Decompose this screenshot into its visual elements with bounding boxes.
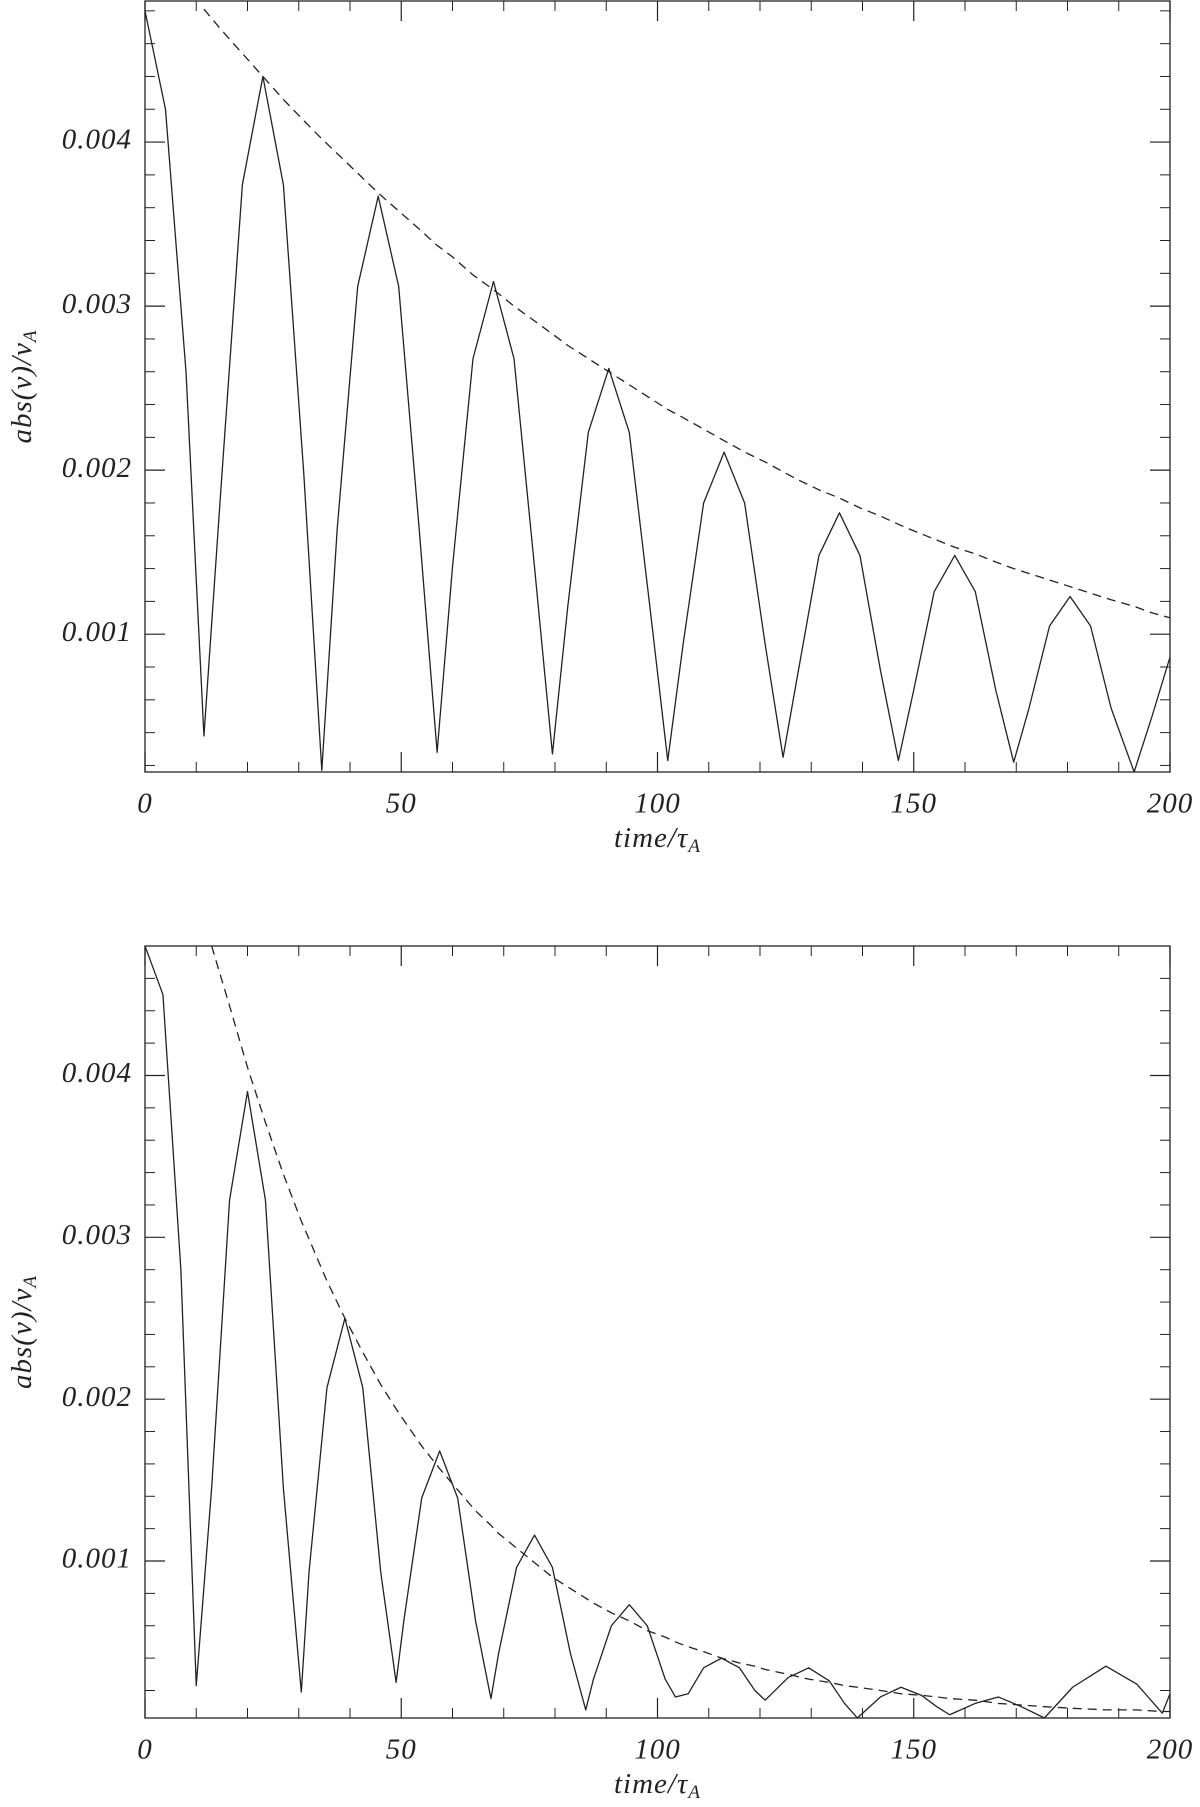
y-tick-label: 0.003	[62, 1219, 132, 1251]
x-tick-label: 150	[891, 788, 938, 820]
x-tick-label: 0	[137, 788, 153, 820]
y-axis-label-text: abs(v)/v	[6, 342, 38, 443]
y-axis-label-text: abs(v)/v	[6, 1288, 38, 1389]
x-tick-label: 100	[634, 1734, 681, 1766]
x-axis-label: time/τA	[614, 822, 701, 858]
envelope-line	[203, 8, 1170, 619]
plot: 0 50 100 150 2000.0010.0020.0030.004time/τAa…	[6, 0, 1194, 858]
x-tick-label: 150	[891, 1734, 938, 1766]
y-axis-label-sub: A	[20, 329, 41, 344]
plot-frame	[144, 0, 1171, 773]
data-line	[145, 946, 1170, 1718]
y-tick-label: 0.002	[62, 1381, 132, 1413]
data-line	[145, 10, 1170, 772]
x-axis-label-text: time/τ	[614, 822, 689, 854]
y-tick-label: 0.001	[62, 1543, 132, 1575]
x-tick-label: 0	[137, 1734, 153, 1766]
y-axis-label-sub: A	[20, 1275, 41, 1290]
x-tick-label: 100	[634, 788, 681, 820]
envelope-line	[211, 946, 1170, 1713]
y-tick-label: 0.003	[62, 288, 132, 320]
y-tick-label: 0.004	[62, 124, 132, 156]
y-axis-label: abs(v)/vA	[6, 1275, 42, 1389]
x-tick-label: 200	[1147, 788, 1194, 820]
y-tick-label: 0.004	[62, 1057, 132, 1089]
y-tick-label: 0.002	[62, 452, 132, 484]
x-axis-label-sub: A	[686, 836, 701, 857]
plot: 0 50 100 150 2000.0010.0020.0030.004time/τAa…	[6, 945, 1194, 1804]
x-axis-label: time/τA	[614, 1768, 701, 1804]
x-axis-label-text: time/τ	[614, 1768, 689, 1800]
x-tick-label: 50	[386, 788, 417, 820]
x-axis-label-sub: A	[686, 1782, 701, 1803]
y-axis-label: abs(v)/vA	[6, 329, 42, 443]
plot-frame	[144, 945, 1171, 1719]
x-tick-label: 200	[1147, 1734, 1194, 1766]
y-tick-label: 0.001	[62, 616, 132, 648]
x-tick-label: 50	[386, 1734, 417, 1766]
